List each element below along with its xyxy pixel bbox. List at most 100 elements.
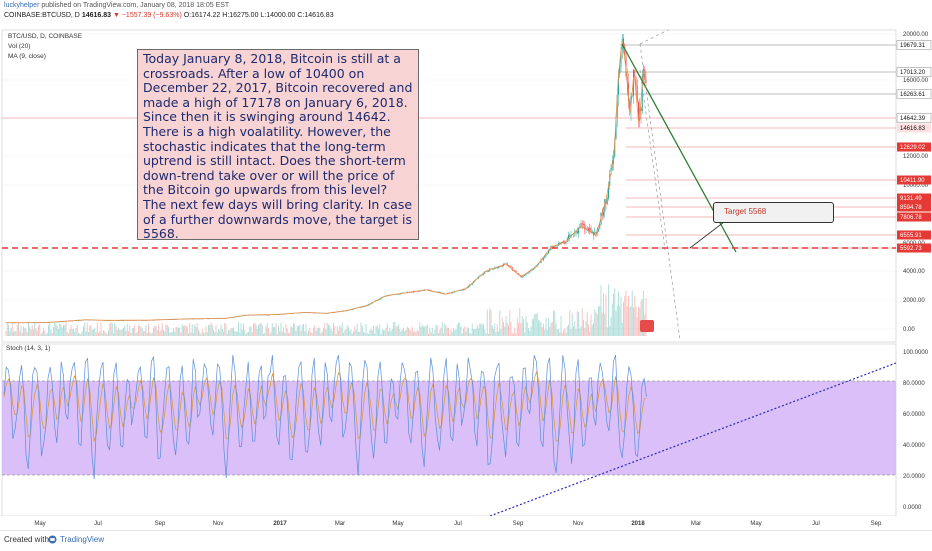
volume-bar <box>611 303 613 336</box>
volume-bar <box>94 327 96 336</box>
candle-body <box>615 117 617 140</box>
volume-bar <box>519 308 521 336</box>
price-level-tag <box>897 243 931 253</box>
volume-bar <box>315 331 317 336</box>
volume-bar <box>370 328 372 336</box>
volume-bar <box>319 327 321 336</box>
volume-bar <box>18 322 19 336</box>
volume-bar <box>259 323 261 336</box>
volume-bar <box>440 327 442 336</box>
volume-bar <box>76 325 78 336</box>
volume-bar <box>113 333 114 336</box>
volume-bar <box>580 326 582 336</box>
volume-bar <box>111 323 113 336</box>
volume-bar <box>351 333 353 336</box>
volume-bar <box>458 322 459 336</box>
stoch-tick-label: 80.0000 <box>903 381 925 387</box>
volume-bar <box>465 331 467 336</box>
volume-bar <box>140 326 142 336</box>
volume-bar <box>504 326 506 336</box>
volume-bar <box>589 331 591 336</box>
price-tick-label: 12000.00 <box>903 154 929 160</box>
volume-bar <box>433 333 434 336</box>
candle-body <box>460 290 462 291</box>
candle-body <box>524 274 526 276</box>
volume-bar <box>11 322 13 336</box>
volume-bar <box>120 330 122 336</box>
price-level-label: 19679.31 <box>900 43 926 49</box>
volume-bar <box>566 326 568 336</box>
volume-bar <box>636 317 638 336</box>
analysis-note[interactable]: Today January 8, 2018, Bitcoin is still … <box>137 49 419 241</box>
volume-bar <box>309 327 311 336</box>
volume-bar <box>618 291 619 336</box>
volume-bar <box>496 324 498 336</box>
volume-bar <box>109 323 111 336</box>
candle-body <box>586 227 588 229</box>
volume-bar <box>215 325 217 336</box>
projection-line-2 <box>639 69 666 251</box>
volume-bar <box>291 327 293 336</box>
volume-bar <box>595 312 597 336</box>
volume-bar <box>91 329 93 336</box>
time-tick-label: May <box>392 521 403 527</box>
volume-bar <box>586 312 588 336</box>
price-level-label: 7806.78 <box>900 215 922 221</box>
volume-bar <box>453 328 454 336</box>
volume-bar <box>326 322 328 336</box>
volume-bar <box>620 296 622 336</box>
volume-bar <box>191 324 193 336</box>
stoch-uptrend-line[interactable] <box>489 362 897 517</box>
volume-bar <box>323 327 324 336</box>
candle-body <box>528 272 529 274</box>
volume-bar <box>98 332 99 336</box>
volume-bar <box>311 333 313 336</box>
volume-bar <box>269 333 271 336</box>
volume-bar <box>126 323 128 336</box>
tradingview-brand-link[interactable]: TradingView <box>60 535 105 544</box>
volume-bar <box>334 326 336 336</box>
target-callout[interactable]: Target 5568 <box>713 202 834 223</box>
volume-bar <box>243 323 244 336</box>
volume-bar <box>299 324 301 336</box>
volume-bar <box>528 328 529 336</box>
author-link[interactable]: luckyhelper <box>4 2 40 9</box>
candle-body <box>581 223 583 225</box>
volume-bar <box>83 326 84 336</box>
volume-bar <box>88 332 89 336</box>
candle-body <box>595 232 597 234</box>
volume-bar <box>93 329 94 336</box>
volume-bar <box>625 290 627 336</box>
volume-bar <box>415 331 417 336</box>
candle-body <box>266 314 268 316</box>
volume-bar <box>601 312 603 336</box>
price-level-label: 8594.78 <box>900 205 922 211</box>
symbol-legend: BTC/USD, D, COINBASE <box>8 33 83 40</box>
volume-bar <box>21 332 23 336</box>
candle-body <box>364 306 366 308</box>
volume-bar <box>175 326 177 336</box>
volume-bar <box>398 324 399 336</box>
volume-bar <box>254 322 256 336</box>
volume-bar <box>15 331 17 336</box>
volume-bar <box>335 333 337 336</box>
volume-bar <box>171 332 173 336</box>
candle-body <box>379 299 381 300</box>
volume-bar <box>176 326 178 336</box>
earnings-flag-icon[interactable] <box>640 320 654 332</box>
volume-bar <box>631 290 633 336</box>
candle-body <box>461 290 463 291</box>
volume-bar <box>136 331 138 336</box>
volume-bar <box>238 322 239 336</box>
volume-bar <box>131 328 133 336</box>
volume-bar <box>534 314 536 336</box>
time-tick-label: Sep <box>513 521 524 527</box>
volume-bar <box>406 326 408 336</box>
volume-bar <box>513 333 514 336</box>
volume-bar <box>503 322 504 336</box>
volume-legend: Vol (20) <box>8 43 31 50</box>
volume-bar <box>523 319 524 336</box>
volume-bar <box>114 322 116 336</box>
volume-bar <box>253 323 254 336</box>
volume-bar <box>330 329 332 336</box>
